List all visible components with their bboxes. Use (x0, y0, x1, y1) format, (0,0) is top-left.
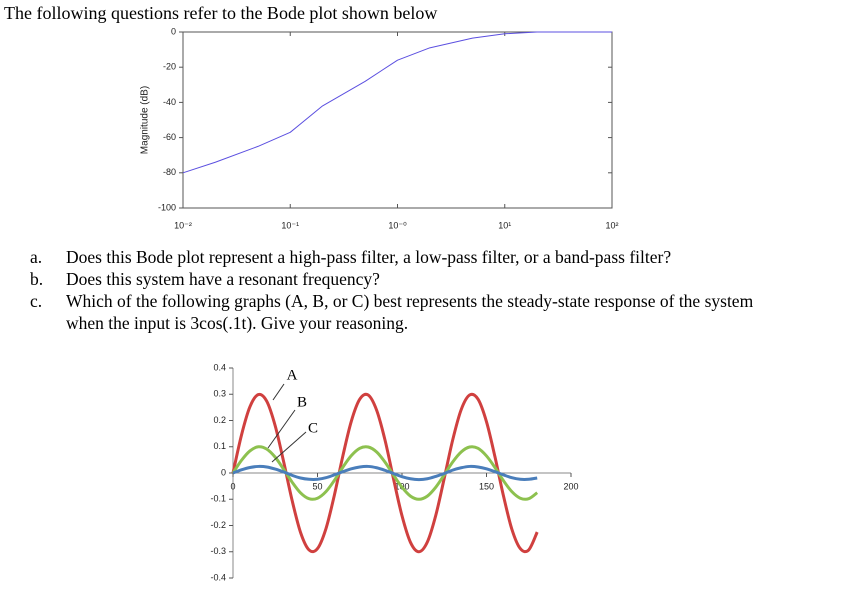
y-tick-label: -0.2 (210, 520, 226, 530)
question-text: Which of the following graphs (A, B, or … (66, 291, 754, 333)
data-line (231, 445, 539, 501)
y-tick-label: 0 (171, 26, 176, 36)
annotation-leader (267, 409, 296, 449)
y-axis-label: Magnitude (dB) (140, 86, 151, 154)
question-text: Does this system have a resonant frequen… (66, 269, 380, 289)
y-tick-label: -60 (163, 132, 176, 142)
x-tick-label: 10⁻⁰ (388, 220, 407, 230)
x-tick-label: 10⁻¹ (281, 220, 299, 230)
y-tick-label: 0.1 (213, 441, 226, 451)
y-tick-label: -100 (158, 202, 176, 212)
question-letter: a. (30, 247, 43, 267)
y-tick-label: 0 (221, 467, 226, 477)
plot-frame (182, 31, 613, 209)
data-line (182, 31, 612, 174)
data-line (232, 464, 538, 482)
x-tick-label: 200 (563, 481, 578, 491)
y-tick-label: -0.1 (210, 494, 226, 504)
series-annotation: A (287, 367, 298, 383)
y-tick-label: -20 (163, 62, 176, 72)
question-letter: c. (30, 291, 43, 311)
y-tick-label: -0.3 (210, 546, 226, 556)
y-tick-label: -40 (163, 97, 176, 107)
y-tick-label: 0.3 (213, 389, 226, 399)
y-tick-label: 0.4 (213, 362, 226, 372)
x-tick-label: 10¹ (498, 220, 511, 230)
annotation-leader (271, 431, 307, 463)
x-tick-label: 50 (312, 481, 322, 491)
question-text: Does this Bode plot represent a high-pas… (66, 247, 672, 267)
series-annotation: B (297, 394, 307, 410)
data-line (231, 392, 539, 554)
x-tick-label: 10² (605, 220, 618, 230)
y-tick-label: -80 (163, 167, 176, 177)
question-letter: b. (30, 269, 44, 289)
x-tick-label: 0 (230, 481, 235, 491)
y-tick-label: 0.2 (213, 415, 226, 425)
y-tick-label: -0.4 (210, 572, 226, 582)
x-tick-label: 10⁻² (174, 220, 192, 230)
series-annotation: C (308, 420, 318, 436)
annotation-leader (272, 383, 285, 401)
page-title: The following questions refer to the Bod… (4, 3, 438, 23)
x-tick-label: 150 (479, 481, 494, 491)
